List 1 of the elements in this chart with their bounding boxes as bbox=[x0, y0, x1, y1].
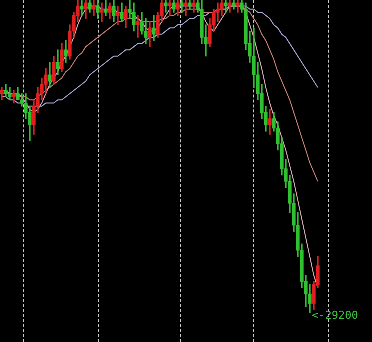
annotation: <-29200 bbox=[312, 308, 358, 322]
